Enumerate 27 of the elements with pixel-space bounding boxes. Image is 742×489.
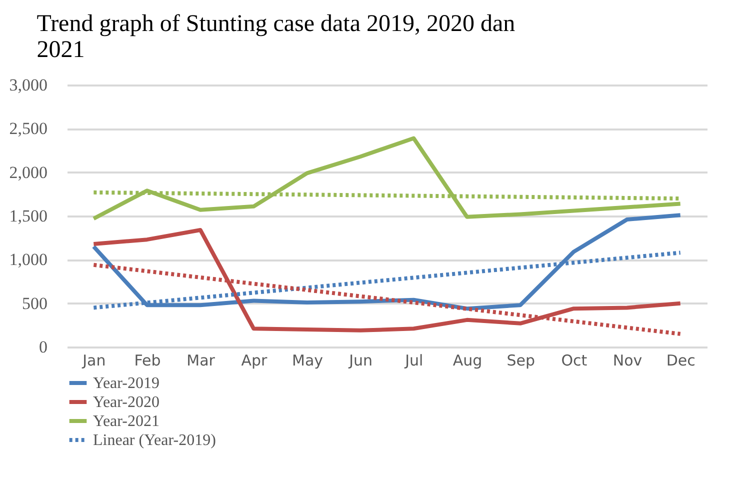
x-tick-label: Sep	[506, 352, 535, 370]
line-series	[92, 228, 682, 332]
x-tick-label: Dec	[666, 352, 696, 370]
x-tick-label: Oct	[561, 352, 588, 370]
x-tick-label: Jun	[348, 352, 373, 370]
legend-label: Year-2019	[93, 375, 160, 392]
line-series	[92, 136, 682, 221]
y-tick-label: 500	[22, 294, 48, 313]
y-tick-label: 3,000	[9, 76, 48, 94]
x-tick-label: Aug	[452, 352, 482, 370]
x-tick-label: Jan	[82, 352, 106, 370]
x-tick-label: May	[292, 352, 324, 370]
x-tick-label: Feb	[134, 352, 161, 370]
line-series	[92, 213, 682, 311]
y-tick-label: 2,500	[9, 119, 48, 138]
x-tick-label: Apr	[241, 352, 268, 370]
x-tick-label: Nov	[612, 352, 642, 370]
x-tick-label: Mar	[186, 352, 216, 370]
y-tick-label: 0	[39, 338, 48, 356]
y-tick-label: 1,500	[9, 206, 48, 226]
y-tick-label: 1,000	[9, 250, 48, 270]
y-tick-label: 2,000	[9, 162, 48, 182]
legend-label: Linear (Year-2019)	[93, 432, 216, 449]
chart-title: Trend graph of Stunting case data 2019, 2020 dan 2021	[36, 11, 516, 63]
legend-label: Year-2020	[93, 394, 160, 411]
x-tick-label: Jul	[404, 352, 424, 370]
legend-label: Year-2021	[93, 413, 160, 430]
